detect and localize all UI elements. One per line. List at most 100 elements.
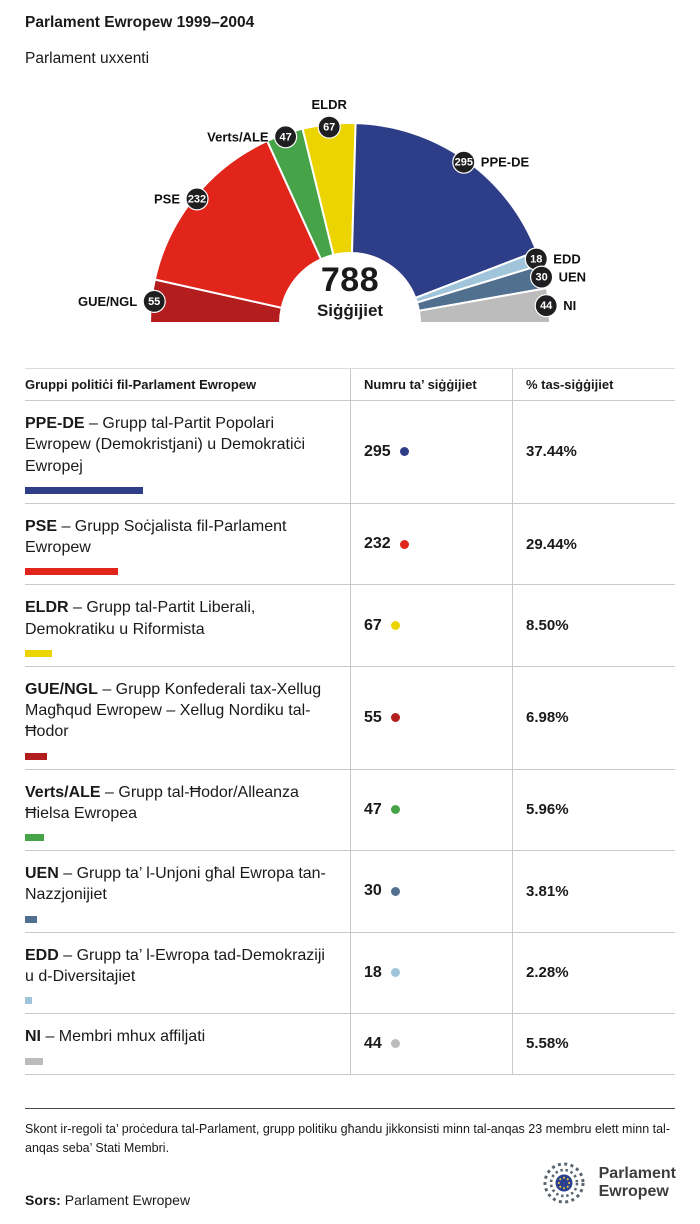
table-row: PSE – Grupp Soċjalista fil-Parlament Ewr… (25, 503, 675, 586)
seat-count-badge (452, 150, 476, 174)
group-percent: 6.98% (512, 666, 675, 769)
group-abbr: PPE-DE (25, 415, 85, 432)
group-seats: 47 (364, 800, 382, 818)
group-abbr: Verts/ALE (25, 783, 101, 801)
group-percent: 3.81% (512, 851, 675, 932)
group-seat-bar (25, 1057, 43, 1065)
seat-count: 44 (540, 300, 553, 312)
group-seats: 67 (364, 616, 382, 634)
seat-count: 30 (535, 272, 547, 284)
group-percent: 37.44% (512, 401, 675, 503)
table-header-percent: % tas-siġġijiet (512, 369, 675, 400)
group-name-cell: EDD – Grupp ta’ l-Ewropa tad-Demokraziji… (25, 933, 350, 1014)
group-color-dot (390, 886, 400, 896)
group-abbr: NI (25, 1028, 41, 1046)
seat-count: 18 (530, 254, 542, 266)
seat-count: 232 (188, 193, 206, 205)
group-abbr: UEN (25, 865, 59, 883)
group-color-dot (390, 621, 400, 631)
logo-line1: Parlament (598, 1164, 676, 1182)
group-seat-bar (25, 997, 33, 1005)
source-line: Sors: Parlament Ewropew (25, 1192, 190, 1208)
group-color-dot (399, 539, 409, 549)
table-header-seats: Numru ta’ siġġijiet (350, 369, 512, 400)
eu-parliament-logo: Parlament Ewropew (537, 1160, 676, 1206)
group-seats-cell: 67 (350, 585, 512, 666)
group-desc: – Grupp tal-Ħodor/Alleanza Ħielsa Ewrope… (25, 783, 299, 822)
group-seats-cell: 47 (350, 769, 512, 851)
group-percent: 5.96% (512, 769, 675, 851)
group-seat-bar (25, 915, 37, 923)
group-name-cell: GUE/NGL – Grupp Konfederali tax-Xellug M… (25, 667, 350, 769)
group-color-dot (390, 805, 400, 815)
logo-wordmark: Parlament Ewropew (599, 1165, 676, 1202)
seat-count-badge (529, 265, 554, 289)
group-seats-cell: 30 (350, 851, 512, 932)
page-title: Parlament Ewropew 1999–2004 (25, 14, 255, 31)
segment-label: ELDR (312, 97, 348, 112)
table-row: Verts/ALE – Grupp tal-Ħodor/Alleanza Ħie… (25, 769, 675, 852)
segment-pse (153, 139, 323, 309)
seat-count-badge (534, 294, 558, 318)
group-seat-bar (25, 568, 118, 576)
table-header-groups: Gruppi politiċi fil-Parlament Ewropew (25, 377, 257, 392)
group-abbr: ELDR (25, 599, 69, 617)
seat-count: 47 (279, 131, 291, 143)
table-row: EDD – Grupp ta’ l-Ewropa tad-Demokraziji… (25, 932, 675, 1015)
group-desc: – Grupp Soċjalista fil-Parlament Ewropew (25, 517, 287, 557)
total-seats-caption: Siġġijiet (316, 301, 384, 320)
hemicycle-chart: 55 GUE/NGL 232 PSE 47 Verts/ALE 67 ELDR 295 PPE-D… (0, 80, 700, 335)
group-color-dot (390, 968, 400, 978)
group-color-dot (390, 713, 400, 723)
group-percent: 8.50% (512, 585, 675, 666)
group-seats-cell: 44 (350, 1014, 512, 1074)
group-name-cell: PPE-DE – Grupp tal-Partit Popolari Ewrop… (25, 401, 350, 503)
segment-ppe-de (350, 122, 538, 300)
seat-count-badge (317, 115, 341, 139)
group-abbr: EDD (25, 946, 59, 964)
total-seats-value: 788 (320, 261, 380, 299)
table-row: PPE-DE – Grupp tal-Partit Popolari Ewrop… (25, 401, 675, 504)
segment-label: PPE-DE (481, 155, 530, 170)
segment-label: EDD (553, 252, 580, 267)
group-color-dot (390, 1039, 400, 1049)
logo-line2: Ewropew (598, 1183, 669, 1200)
group-seat-bar (25, 649, 52, 657)
group-seats: 30 (364, 882, 382, 900)
group-seat-bar (25, 752, 47, 760)
group-desc: – Grupp ta’ l-Unjoni għal Ewropa tan-Naz… (25, 865, 326, 904)
footnote: Skont ir-regoli ta’ proċedura tal-Parlam… (25, 1108, 675, 1159)
groups-table: Gruppi politiċi fil-Parlament Ewropew Nu… (25, 368, 675, 1075)
group-seat-bar (25, 486, 143, 494)
group-desc: – Grupp tal-Partit Liberali, Demokratiku… (25, 599, 256, 638)
group-seats-cell: 295 (350, 401, 512, 503)
seat-count-badge (274, 125, 298, 149)
group-percent: 2.28% (512, 932, 675, 1014)
group-desc: – Membri mhux affiljati (41, 1028, 206, 1046)
seat-count: 295 (455, 157, 473, 169)
table-row: UEN – Grupp ta’ l-Unjoni għal Ewropa tan… (25, 851, 675, 933)
page-subtitle: Parlament uxxenti (25, 50, 150, 67)
group-color-dot (399, 447, 409, 457)
group-seats: 55 (364, 708, 382, 726)
group-seats-cell: 232 (350, 503, 512, 585)
chart-center-label: 788 Siġġijiet (0, 263, 700, 321)
group-seats-cell: 55 (350, 666, 512, 769)
source-label: Sors: (25, 1192, 61, 1208)
table-row: NI – Membri mhux affiljati 44 5.58% (25, 1014, 675, 1075)
group-seats: 18 (364, 963, 382, 981)
group-seats: 295 (364, 442, 391, 460)
group-seat-bar (25, 834, 44, 842)
segment-label: UEN (559, 270, 586, 285)
table-row: ELDR – Grupp tal-Partit Liberali, Demokr… (25, 585, 675, 667)
eu-parliament-logo-icon (543, 1162, 585, 1204)
group-name-cell: NI – Membri mhux affiljati (25, 1014, 350, 1073)
group-name-cell: ELDR – Grupp tal-Partit Liberali, Demokr… (25, 585, 350, 666)
segment-label: GUE/NGL (78, 294, 137, 309)
seat-count: 67 (323, 122, 335, 134)
segment-label: Verts/ALE (207, 129, 269, 144)
segment-label: NI (563, 298, 576, 313)
source-value: Parlament Ewropew (64, 1192, 191, 1208)
seat-count: 55 (148, 296, 160, 308)
